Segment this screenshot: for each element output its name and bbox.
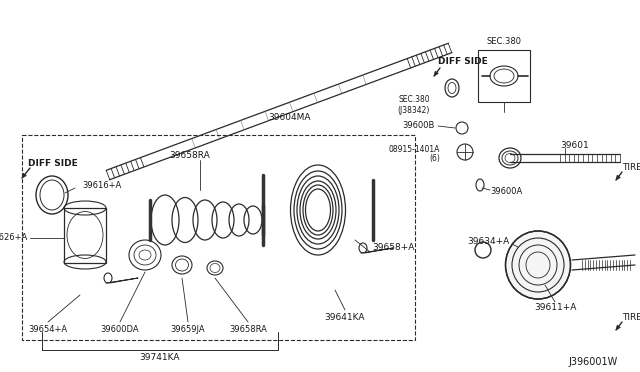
Text: 39658RA: 39658RA	[229, 326, 267, 334]
Polygon shape	[616, 325, 620, 330]
Text: SEC.380: SEC.380	[486, 38, 522, 46]
Text: 39741KA: 39741KA	[140, 353, 180, 362]
Text: DIFF SIDE: DIFF SIDE	[28, 158, 77, 167]
Text: 39659JA: 39659JA	[171, 326, 205, 334]
Text: 39616+A: 39616+A	[82, 180, 121, 189]
Text: TIRE SIDE: TIRE SIDE	[622, 314, 640, 323]
Text: 39600DA: 39600DA	[100, 326, 140, 334]
Text: (6): (6)	[429, 154, 440, 163]
Text: 39658+A: 39658+A	[372, 244, 414, 253]
Text: 39658RA: 39658RA	[170, 151, 211, 160]
Text: 39641KA: 39641KA	[324, 314, 365, 323]
Text: J396001W: J396001W	[569, 357, 618, 367]
Text: 39600B: 39600B	[403, 121, 435, 129]
Text: 39601: 39601	[561, 141, 589, 150]
Text: 39654+A: 39654+A	[28, 326, 68, 334]
Text: 08915-1401A: 08915-1401A	[388, 145, 440, 154]
Text: SEC.380
(J38342): SEC.380 (J38342)	[397, 95, 430, 115]
Text: 39611+A: 39611+A	[534, 304, 576, 312]
Text: 39604MA: 39604MA	[269, 113, 311, 122]
Polygon shape	[434, 71, 438, 76]
Polygon shape	[22, 173, 26, 178]
Bar	[64, 208, 106, 263]
Text: 39634+A: 39634+A	[468, 237, 510, 247]
Ellipse shape	[506, 231, 570, 299]
Text: DIFF SIDE: DIFF SIDE	[438, 58, 488, 67]
Bar	[478, 50, 530, 102]
Text: TIRE SIDE: TIRE SIDE	[622, 164, 640, 173]
Polygon shape	[616, 175, 620, 180]
Text: 39600A: 39600A	[490, 187, 522, 196]
Text: 39626+A: 39626+A	[0, 234, 28, 243]
